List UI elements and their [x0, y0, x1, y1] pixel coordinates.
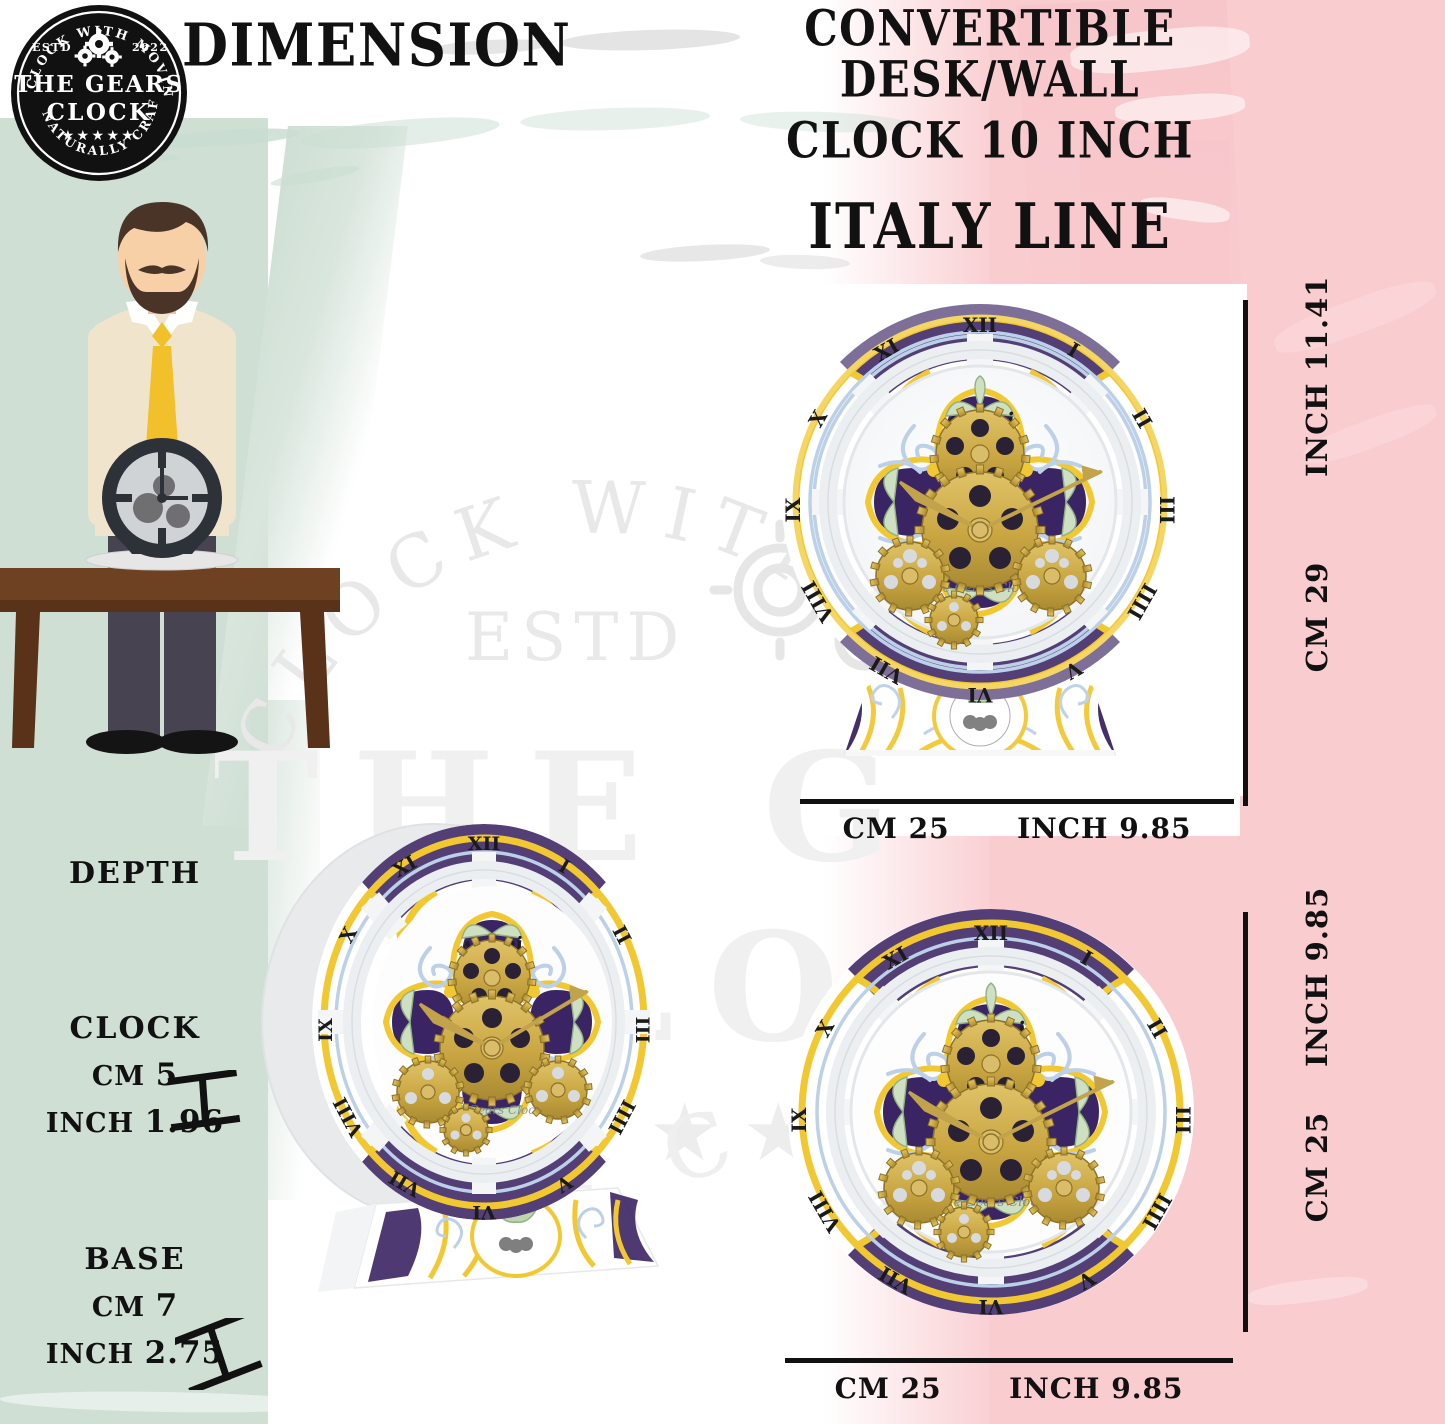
depth-base-cm: CM 7	[0, 1288, 270, 1324]
svg-text:XII: XII	[974, 921, 1008, 945]
dimension-label-wall-inch: INCH 9.85	[1009, 1372, 1184, 1405]
product-image-desk-clock-front: XII I II III IIII V VI VII VIII IX X XI	[764, 286, 1196, 796]
depth-measure-marker-base	[175, 1318, 265, 1390]
product-title-line1: CONVERTIBLE DESK/WALL	[804, 0, 1176, 108]
depth-base-cm-unit: CM	[91, 1292, 146, 1323]
dimension-line-width-desk	[800, 799, 1234, 804]
dimension-label-width-cm: CM 25	[842, 812, 950, 845]
svg-text:VI: VI	[979, 1295, 1005, 1319]
dimension-label-wall-cm: CM 25	[834, 1372, 942, 1405]
dimension-label-width-inch: INCH 9.85	[1017, 812, 1192, 845]
product-title-line3: ITALY LINE	[808, 190, 1172, 265]
dimension-line-width-wall	[785, 1358, 1233, 1363]
svg-text:XII: XII	[468, 833, 501, 855]
svg-text:THE GEARS: THE GEARS	[14, 71, 184, 98]
svg-text:IX: IX	[787, 1107, 811, 1132]
depth-clock-cm: CM 5	[0, 1057, 270, 1093]
svg-text:IX: IX	[315, 1018, 337, 1042]
svg-text:IX: IX	[781, 497, 805, 522]
dimension-label-width-wall: CM 25 INCH 9.85	[785, 1372, 1233, 1405]
brand-logo-badge: CLOCK WITH MOVING GEARS ESTD 2022	[10, 4, 188, 182]
dimension-label-height-inch: INCH 11.41	[1300, 275, 1334, 477]
depth-clock-label: CLOCK	[69, 1011, 201, 1046]
dimension-line-dial-diameter	[1243, 912, 1248, 1332]
dimension-label-height-cm: CM 29	[1300, 561, 1334, 673]
svg-text:★★★★★: ★★★★★	[62, 128, 137, 144]
depth-base-inch-unit: INCH	[45, 1339, 135, 1370]
depth-spec-block: DEPTH CLOCK CM 5 INCH 1.96 BASE CM 7 INC…	[0, 856, 270, 1371]
dimension-label-width-desk: CM 25 INCH 9.85	[800, 812, 1234, 845]
svg-text:VI: VI	[472, 1201, 497, 1223]
depth-base-label: BASE	[84, 1242, 186, 1277]
product-title-line2: CLOCK 10 INCH	[786, 111, 1194, 169]
depth-base-group: BASE CM 7 INCH 2.75	[0, 1242, 270, 1371]
depth-section-title: DEPTH	[68, 856, 202, 891]
depth-clock-inch: INCH 1.96	[0, 1104, 270, 1140]
dimension-label-dial-inch: INCH 9.85	[1300, 886, 1334, 1067]
svg-text:III: III	[631, 1017, 653, 1044]
product-image-wall-clock-dial: XII I II III IIII V VI VII VIII IX X XI	[776, 880, 1206, 1350]
svg-text:CLOCK: CLOCK	[47, 99, 152, 126]
svg-text:ESTD: ESTD	[32, 41, 72, 54]
svg-text:2022: 2022	[132, 41, 169, 54]
dimension-line-height-desk	[1243, 300, 1248, 806]
depth-measure-marker-clock	[165, 1070, 245, 1132]
depth-clock-inch-unit: INCH	[45, 1108, 135, 1139]
page-title-dimension: DIMENSION	[182, 10, 572, 80]
product-title-block: CONVERTIBLE DESK/WALL CLOCK 10 INCH ITAL…	[690, 3, 1290, 259]
svg-text:VI: VI	[968, 683, 994, 707]
depth-clock-group: CLOCK CM 5 INCH 1.96	[0, 1011, 270, 1140]
svg-text:III: III	[1171, 1106, 1195, 1134]
svg-text:III: III	[1155, 496, 1179, 524]
depth-base-cm-value: 7	[155, 1288, 179, 1324]
svg-text:XII: XII	[963, 313, 997, 337]
scale-reference-illustration	[0, 196, 340, 796]
dimension-label-dial-cm: CM 25	[1300, 1111, 1334, 1223]
depth-clock-cm-unit: CM	[91, 1061, 146, 1092]
product-image-desk-clock-angled: XII I II III IIII V VI VII VIII IX X XI	[258, 796, 678, 1366]
